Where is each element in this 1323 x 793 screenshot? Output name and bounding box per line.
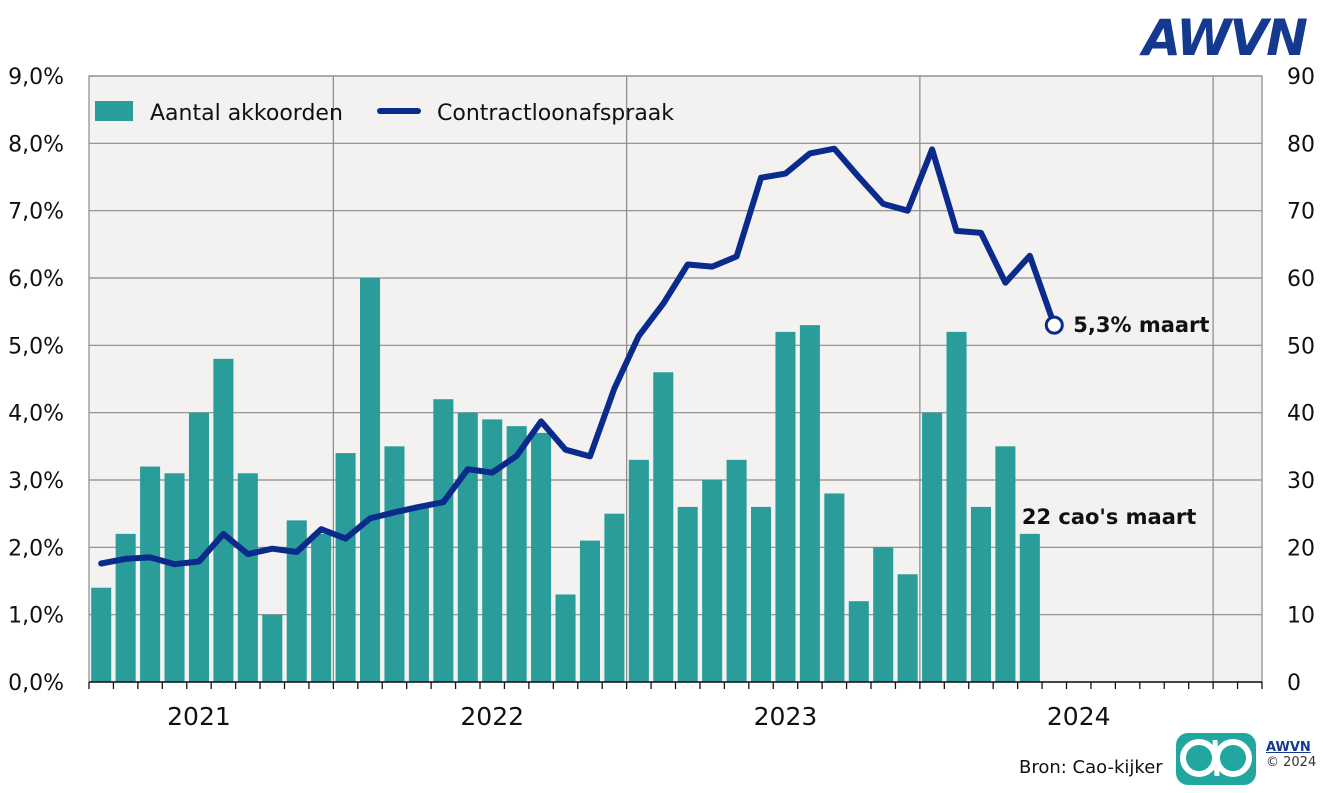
- bar: [482, 419, 503, 682]
- bar: [91, 587, 112, 682]
- bar: [408, 506, 429, 682]
- bar: [115, 533, 136, 682]
- bar: [970, 506, 991, 682]
- legend-label-bars: Aantal akkoorden: [150, 101, 343, 126]
- y-right-tick-label: 0: [1287, 671, 1301, 696]
- bar: [751, 506, 772, 682]
- bar: [555, 594, 576, 682]
- y-left-tick-label: 2,0%: [8, 536, 64, 561]
- y-left-tick-label: 6,0%: [8, 267, 64, 292]
- bar: [457, 412, 478, 682]
- y-left-tick-label: 5,0%: [8, 334, 64, 359]
- x-year-label: 2021: [167, 702, 231, 731]
- series-line: [98, 145, 1058, 568]
- bar: [213, 358, 234, 682]
- y-right-tick-label: 10: [1287, 604, 1315, 629]
- y-left-tick-label: 1,0%: [8, 604, 64, 629]
- y-right-tick-label: 70: [1287, 200, 1315, 225]
- bar: [824, 493, 845, 682]
- footer-brand: AWVN © 2024: [1266, 740, 1316, 770]
- bar: [726, 459, 747, 682]
- bar: [946, 331, 967, 682]
- bar: [164, 473, 185, 682]
- bar: [775, 331, 796, 682]
- y-left-tick-label: 4,0%: [8, 402, 64, 427]
- line-end-marker: [1044, 315, 1064, 335]
- legend-swatch-bars: [95, 101, 133, 121]
- bar: [360, 278, 381, 682]
- y-left-tick-label: 8,0%: [8, 132, 64, 157]
- footer-brand-name: AWVN: [1266, 740, 1311, 755]
- y-right-tick-label: 40: [1287, 402, 1315, 427]
- y-right-tick-label: 90: [1287, 65, 1315, 90]
- bar: [188, 412, 209, 682]
- x-year-label: 2022: [460, 702, 524, 731]
- x-year-label: 2023: [754, 702, 818, 731]
- x-year-label: 2024: [1047, 702, 1111, 731]
- bar: [922, 412, 943, 682]
- legend-label-line: Contractloonafspraak: [437, 101, 674, 126]
- bar: [799, 325, 820, 682]
- y-left-tick-label: 9,0%: [8, 65, 64, 90]
- y-right-tick-label: 30: [1287, 469, 1315, 494]
- footer-copyright: © 2024: [1266, 755, 1317, 770]
- bar: [848, 601, 869, 682]
- plot-area: [89, 76, 1262, 682]
- bar: [531, 432, 552, 682]
- y-right-tick-label: 50: [1287, 334, 1315, 359]
- bar: [579, 540, 600, 682]
- bar: [335, 453, 356, 682]
- bar: [311, 533, 332, 682]
- bar: [384, 446, 405, 682]
- bar: [237, 473, 258, 682]
- bar: [897, 574, 918, 682]
- y-right-tick-label: 60: [1287, 267, 1315, 292]
- y-left-tick-label: 3,0%: [8, 469, 64, 494]
- footer-logo-icon: [1176, 733, 1256, 785]
- annotation-last-bar: 22 cao's maart: [1022, 505, 1196, 529]
- bar: [433, 399, 454, 682]
- bar: [677, 506, 698, 682]
- bar: [506, 426, 527, 682]
- y-right-tick-label: 80: [1287, 132, 1315, 157]
- bar: [140, 466, 161, 682]
- awvn-logo: AWVN: [1138, 9, 1309, 67]
- annotation-line-end: 5,3% maart: [1073, 313, 1209, 337]
- source-note: Bron: Cao-kijker: [1019, 757, 1163, 778]
- y-left-tick-label: 7,0%: [8, 200, 64, 225]
- bar: [1019, 533, 1040, 682]
- y-left-tick-label: 0,0%: [8, 671, 64, 696]
- bar: [995, 446, 1016, 682]
- bar: [262, 614, 283, 682]
- bar: [873, 547, 894, 682]
- bar: [604, 513, 625, 682]
- bar: [628, 459, 649, 682]
- logo-text: AWVN: [1138, 9, 1307, 67]
- y-right-tick-label: 20: [1287, 536, 1315, 561]
- bar: [702, 480, 723, 682]
- bar: [653, 372, 674, 682]
- bar: [286, 520, 307, 682]
